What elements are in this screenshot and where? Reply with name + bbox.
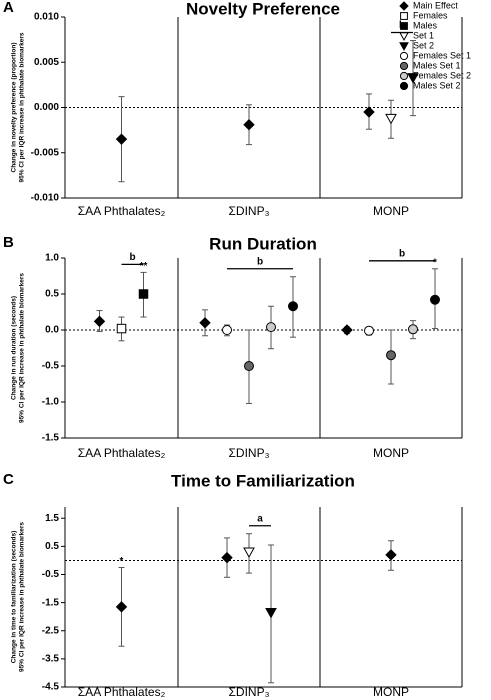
panel-letter: B [3, 234, 14, 251]
legend-label: Females Set 2 [413, 70, 471, 80]
significance-star: ** [140, 261, 148, 272]
legend-label: Males Set 1 [413, 60, 461, 70]
marker-diamond [243, 118, 255, 131]
y-axis-label: Change in run duration (seconds) [11, 296, 18, 400]
y-tick-label: 0.010 [34, 12, 59, 23]
category-label: ΣAA Phthalates₂ [78, 685, 166, 699]
category-label: ΣAA Phthalates₂ [78, 446, 166, 460]
category-label: ΣDINP₃ [229, 204, 270, 218]
legend-label: Set 2 [413, 40, 434, 50]
marker-triangle [265, 607, 277, 619]
marker-circle [399, 61, 409, 71]
chart-title: Novelty Preference [186, 0, 340, 18]
marker-circle [266, 322, 276, 333]
marker-square [116, 323, 127, 334]
legend-label: Females Set 1 [413, 50, 471, 60]
significance-star: * [120, 556, 124, 567]
bracket-label: a [257, 513, 263, 524]
y-axis-label: 95% CI per IQR increase in phthalate bio… [19, 32, 26, 182]
y-tick-label: -4.5 [42, 682, 60, 693]
chart-title: Time to Familiarization [171, 471, 355, 490]
marker-square [138, 289, 149, 299]
y-tick-label: 0.005 [34, 57, 59, 68]
category-label: MONP [373, 685, 409, 699]
panel-letter: C [3, 471, 14, 488]
marker-circle [399, 51, 409, 61]
legend-label: Males Set 2 [413, 80, 461, 90]
y-tick-label: 1.5 [45, 513, 59, 524]
marker-circle [244, 361, 254, 371]
category-label: ΣDINP₃ [229, 446, 270, 460]
bracket-label: b [399, 20, 405, 31]
marker-diamond [385, 549, 397, 561]
marker-circle [288, 301, 298, 312]
marker-triangle [407, 73, 419, 84]
marker-diamond [363, 106, 375, 118]
y-tick-label: -1.5 [42, 433, 60, 444]
y-axis-label: 95% CI per IQR increase in phthalate bio… [19, 522, 26, 672]
panel-letter: A [3, 0, 14, 16]
y-tick-label: -1.5 [42, 597, 60, 608]
marker-triangle [399, 32, 409, 42]
category-label: MONP [373, 446, 409, 460]
legend-label: Main Effect [413, 0, 458, 10]
y-tick-label: -0.005 [31, 147, 60, 158]
legend-label: Females [413, 10, 448, 20]
bracket-label: b [399, 248, 405, 259]
y-tick-label: 0.0 [45, 325, 59, 336]
marker-triangle [399, 42, 409, 52]
marker-diamond [341, 324, 353, 336]
marker-circle [408, 324, 418, 335]
y-tick-label: -2.5 [42, 625, 60, 636]
marker-circle [364, 325, 374, 336]
bracket-label: b [129, 252, 135, 263]
y-axis-label: 95% CI per IQR increase in phthalate bio… [19, 273, 26, 423]
marker-circle [222, 325, 232, 335]
marker-diamond [93, 315, 106, 328]
bracket-label: b [257, 256, 263, 267]
marker-diamond [399, 1, 409, 11]
y-tick-label: 0.000 [34, 102, 59, 113]
y-tick-label: -3.5 [42, 654, 60, 665]
legend-label: Males [413, 20, 438, 30]
marker-square [400, 22, 408, 30]
y-tick-label: -0.5 [42, 569, 60, 580]
marker-circle [386, 350, 396, 361]
marker-triangle [243, 547, 255, 559]
marker-diamond [115, 601, 128, 613]
y-tick-label: -1.0 [42, 397, 60, 408]
marker-circle [430, 294, 440, 305]
y-tick-label: -0.010 [31, 193, 60, 204]
marker-circle [399, 81, 409, 91]
category-label: ΣAA Phthalates₂ [78, 204, 166, 218]
y-tick-label: 0.5 [45, 289, 59, 300]
marker-diamond [199, 317, 211, 329]
legend-label: Set 1 [413, 30, 434, 40]
chart-title: Run Duration [209, 234, 317, 253]
y-axis-label: Change in novelty preference (proportion… [11, 42, 18, 172]
category-label: MONP [373, 204, 409, 218]
y-tick-label: -0.5 [42, 361, 60, 372]
marker-diamond [221, 551, 233, 564]
marker-circle [399, 71, 409, 81]
category-label: ΣDINP₃ [229, 685, 270, 699]
y-tick-label: 0.5 [45, 541, 59, 552]
marker-square [400, 12, 408, 20]
y-tick-label: 1.0 [45, 253, 59, 264]
significance-star: * [433, 257, 437, 268]
marker-triangle [385, 113, 397, 125]
marker-diamond [115, 133, 128, 145]
y-axis-label: Change in time to familiarization (secon… [11, 531, 18, 664]
